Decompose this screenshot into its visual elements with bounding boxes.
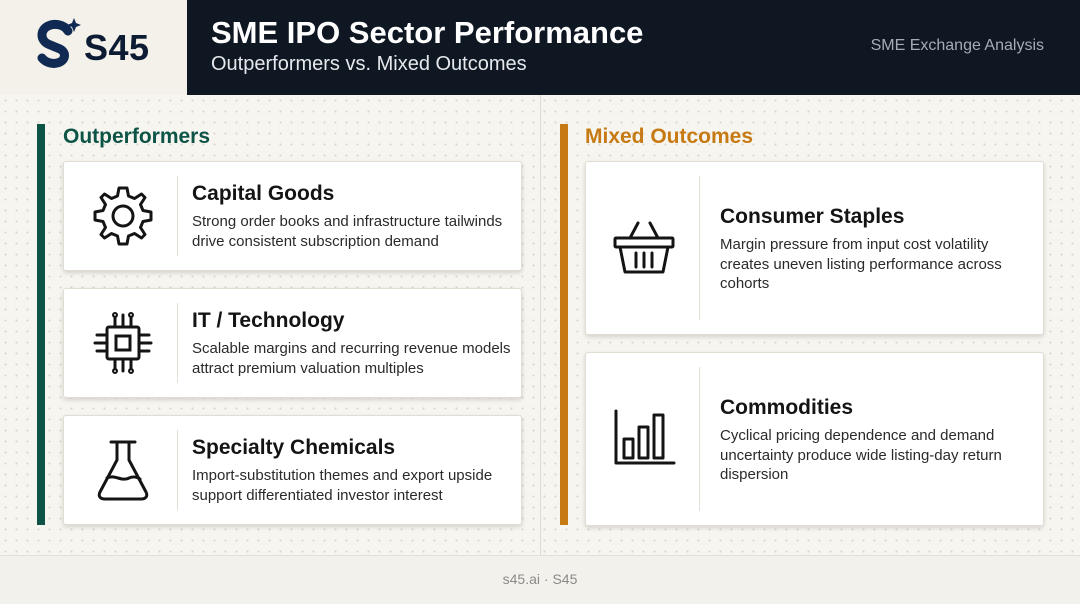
card-description: Import-substitution themes and export up… xyxy=(192,467,493,504)
outperformers-heading: Outperformers xyxy=(63,125,211,148)
page-title: SME IPO Sector Performance xyxy=(211,15,644,50)
card-title: IT / Technology xyxy=(192,309,345,332)
bar-chart-icon xyxy=(614,409,676,465)
card-description: Margin pressure from input cost volatili… xyxy=(720,236,1002,292)
card-description: Cyclical pricing dependence and demand u… xyxy=(720,427,1002,483)
card-title: Specialty Chemicals xyxy=(192,436,396,459)
card-divider xyxy=(177,303,178,383)
chip-icon xyxy=(93,312,153,374)
footer-text: s45.ai · S45 xyxy=(502,571,578,587)
card-title: Consumer Staples xyxy=(720,205,905,228)
gear-icon xyxy=(93,186,153,246)
card-title: Commodities xyxy=(720,396,854,419)
outperformers-accent-bar xyxy=(37,124,45,525)
header-label: SME Exchange Analysis xyxy=(870,37,1044,54)
mixed-accent-bar xyxy=(560,124,568,525)
flask-icon xyxy=(97,440,149,501)
card-title: Capital Goods xyxy=(192,182,335,205)
card-specialty-chemicals: Specialty Chemicals Import-substitution … xyxy=(63,415,522,525)
card-divider xyxy=(177,176,178,256)
logo-mark-icon xyxy=(37,18,81,68)
logo: S45 xyxy=(0,0,187,96)
card-divider xyxy=(699,367,700,511)
card-consumer-staples: Consumer Staples Margin pressure from in… xyxy=(585,161,1044,335)
column-divider xyxy=(540,95,541,555)
card-it-technology: IT / Technology Scalable margins and rec… xyxy=(63,288,522,398)
card-description: Scalable margins and recurring revenue m… xyxy=(192,340,511,377)
card-divider xyxy=(699,176,700,320)
page-subtitle: Outperformers vs. Mixed Outcomes xyxy=(211,53,527,75)
basket-icon xyxy=(613,221,675,274)
mixed-heading: Mixed Outcomes xyxy=(585,125,754,148)
logo-text: S45 xyxy=(84,27,150,68)
card-description: Strong order books and infrastructure ta… xyxy=(192,213,503,250)
card-capital-goods: Capital Goods Strong order books and inf… xyxy=(63,161,522,271)
header: S45 SME IPO Sector Performance Outperfor… xyxy=(0,0,1080,96)
card-divider xyxy=(177,430,178,510)
footer: s45.ai · S45 xyxy=(0,555,1080,604)
title-bar: SME IPO Sector Performance Outperformers… xyxy=(187,0,1080,95)
card-commodities: Commodities Cyclical pricing dependence … xyxy=(585,352,1044,526)
